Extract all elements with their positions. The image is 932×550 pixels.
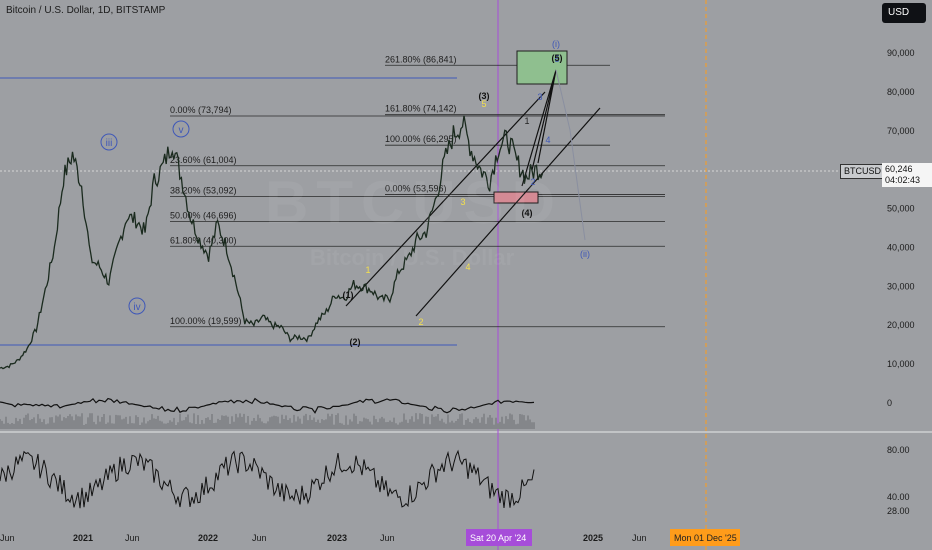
currency-button[interactable]: USD — [882, 3, 926, 23]
price-tick-label: 70,000 — [887, 126, 915, 136]
last-price: 60,246 — [885, 164, 913, 174]
wave-label-yellow: 2 — [418, 317, 423, 327]
wave-label-yellow: 5 — [481, 99, 486, 109]
wave-label-blue: iv — [133, 302, 140, 313]
projection-ii — [555, 69, 586, 241]
price-line — [0, 115, 544, 370]
price-tick-label: 0 — [887, 398, 892, 408]
price-series — [0, 115, 544, 370]
ticker-label: BTCUSD — [840, 164, 886, 179]
oscillator-line — [0, 449, 535, 509]
price-tick-label: 80,000 — [887, 87, 915, 97]
future-date-badge — [670, 529, 740, 546]
price-tick-label: 10,000 — [887, 359, 915, 369]
bar-countdown: 04:02:43 — [885, 175, 921, 185]
fib-level-label: 50.00% (46,696) — [170, 210, 237, 220]
wave-label-yellow: 1 — [365, 265, 370, 275]
fib-level-label: 38.20% (53,092) — [170, 186, 237, 196]
wave-label-yellow: 4 — [465, 262, 470, 272]
fib-level-label: 61.80% (40,300) — [170, 235, 237, 245]
wave-circle — [100, 133, 118, 151]
fib-level-label: 0.00% (73,794) — [170, 105, 232, 115]
wave-labels: iii v iv (i) (ii) 5 3 4 1 2 (1) (2) (3) (4) (5) 1 2 3 4 5 — [100, 39, 590, 347]
time-tick-label: 2021 — [73, 533, 93, 543]
price-tick-label: 30,000 — [887, 281, 915, 291]
wave-projection — [521, 69, 557, 187]
time-tick-label: 2025 — [583, 533, 603, 543]
crosshair-date-label: Sat 20 Apr '24 — [470, 533, 526, 543]
volume-line — [0, 397, 535, 414]
channel-upper — [345, 91, 546, 307]
fib-level-label: 0.00% (53,596) — [385, 184, 447, 194]
wave-label-black: (2) — [350, 337, 361, 347]
wave-label-blue: iii — [106, 138, 113, 149]
wave-label-blue: 5 — [554, 54, 559, 64]
channel-lower — [415, 107, 601, 317]
wave-label-black: (5) — [552, 53, 563, 63]
target-box-green — [516, 50, 568, 85]
fib-level-label: 23.60% (61,004) — [170, 155, 237, 165]
fibonacci-lines: 261.80% (86,841) 0.00% (73,794) 161.80% (7… — [170, 54, 665, 328]
oscillator-tick-label: 80.00 — [887, 445, 910, 455]
crosshair-date-badge — [466, 529, 532, 546]
wave-label-blue: 4 — [545, 135, 550, 145]
time-tick-label: 2022 — [198, 533, 218, 543]
price-tick-label: 50,000 — [887, 204, 915, 214]
fib-level-label: 261.80% (86,841) — [385, 54, 457, 64]
watermark-symbol: BTCUSD — [265, 169, 563, 236]
wave-label-blue: 2 — [530, 177, 535, 187]
watermark-subtitle: Bitcoin / U.S. Dollar — [310, 245, 515, 270]
wave-label-black: (1) — [343, 290, 354, 300]
time-tick-label: Jun — [0, 533, 15, 543]
time-tick-label: Jun — [252, 533, 267, 543]
wave-label-black: (4) — [522, 208, 533, 218]
oscillator-tick-label: 40.00 — [887, 492, 910, 502]
wave-label-blue: v — [179, 125, 184, 136]
oscillator-tick-label: 28.00 — [887, 506, 910, 516]
wave-label-blue: (i) — [552, 39, 560, 49]
wave-circle — [128, 297, 146, 315]
price-tick-label: 20,000 — [887, 320, 915, 330]
fib-level-label: 100.00% (19,599) — [170, 316, 242, 326]
time-tick-label: 2023 — [327, 533, 347, 543]
future-date-label: Mon 01 Dec '25 — [674, 533, 737, 543]
fib-level-label: 161.80% (74,142) — [385, 104, 457, 114]
time-tick-label: Jun — [380, 533, 395, 543]
time-tick-label: Jun — [632, 533, 647, 543]
fib-level-label: 100.00% (66,295) — [385, 134, 457, 144]
time-tick-label: Jun — [125, 533, 140, 543]
wave-label-blue: 1 — [524, 116, 529, 126]
last-price-label: 60,246 04:02:43 — [882, 163, 932, 187]
wave-label-black: (3) — [479, 91, 490, 101]
price-tick-label: 40,000 — [887, 242, 915, 252]
oscillator-axis: 80.00 40.00 28.00 — [887, 445, 910, 516]
wave-label-blue: 3 — [537, 92, 542, 102]
volume-series — [0, 397, 535, 429]
wave-circle — [172, 120, 190, 138]
oscillator-series — [0, 449, 535, 509]
wave-label-blue: (ii) — [580, 249, 590, 259]
wave-label-yellow: 3 — [460, 197, 465, 207]
price-tick-label: 90,000 — [887, 48, 915, 58]
chart-title: Bitcoin / U.S. Dollar, 1D, BITSTAMP — [6, 5, 166, 16]
